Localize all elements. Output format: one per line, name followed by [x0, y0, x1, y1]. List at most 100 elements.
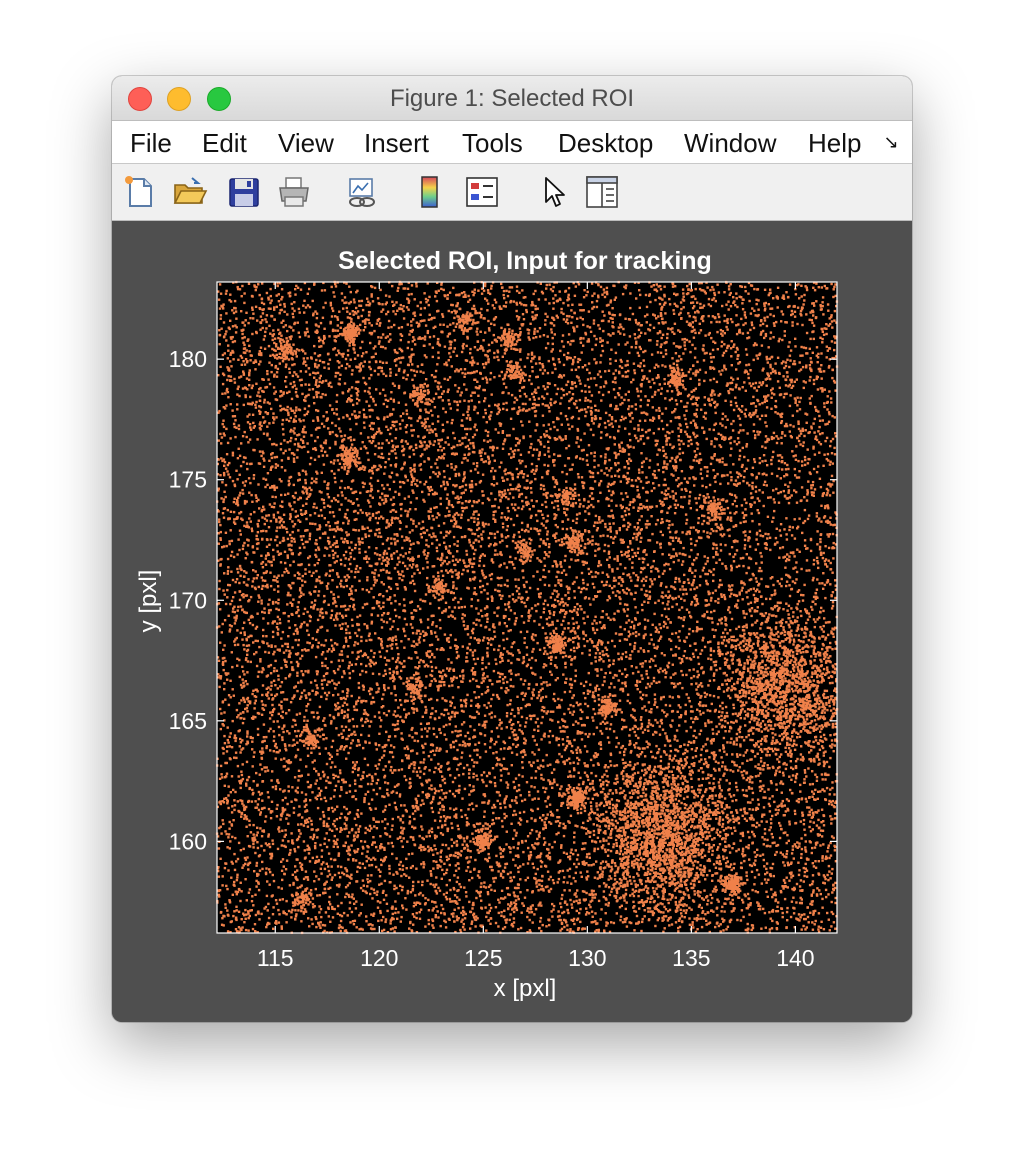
scatter-point	[651, 395, 654, 399]
scatter-point	[583, 560, 586, 564]
scatter-point	[773, 324, 776, 327]
scatter-point	[272, 906, 275, 909]
print-figure-button[interactable]	[276, 174, 312, 210]
scatter-point	[701, 639, 704, 642]
menu-window[interactable]: Window	[684, 128, 777, 158]
scatter-point	[294, 909, 297, 912]
scatter-point	[544, 543, 548, 546]
scatter-point	[401, 864, 405, 868]
scatter-point	[667, 327, 670, 330]
scatter-point	[611, 639, 614, 643]
scatter-point	[322, 502, 326, 505]
scatter-point	[678, 903, 681, 906]
scatter-point	[733, 343, 736, 346]
close-window-button[interactable]	[128, 87, 152, 111]
scatter-point	[804, 346, 808, 350]
scatter-point	[491, 454, 494, 457]
scatter-point	[561, 893, 564, 897]
scatter-point	[566, 351, 570, 355]
menu-desktop[interactable]: Desktop	[558, 128, 654, 158]
link-plot-button[interactable]	[344, 174, 380, 210]
scatter-point	[420, 735, 424, 738]
scatter-point	[388, 803, 391, 806]
menu-edit[interactable]: Edit	[202, 128, 247, 158]
scatter-point	[833, 341, 837, 344]
scatter-point	[275, 922, 278, 925]
scatter-point	[354, 663, 358, 666]
scatter-point	[688, 477, 691, 480]
scatter-point	[308, 591, 311, 594]
scatter-point	[347, 533, 350, 536]
scatter-point	[243, 336, 246, 339]
menu-help[interactable]: Help	[808, 128, 862, 158]
scatter-point	[679, 588, 682, 591]
scatter-point	[450, 822, 453, 825]
scatter-point	[771, 841, 774, 845]
scatter-point	[582, 337, 585, 340]
scatter-point	[273, 588, 276, 591]
scatter-point	[611, 380, 615, 384]
scatter-point	[314, 363, 317, 366]
scatter-point	[348, 676, 352, 680]
scatter-point	[625, 621, 628, 624]
scatter-point	[519, 751, 523, 754]
scatter-point	[342, 416, 345, 419]
title-bar[interactable]: Figure 1: Selected ROI	[112, 76, 912, 121]
open-file-button[interactable]	[172, 174, 208, 210]
menu-tools[interactable]: Tools	[462, 128, 523, 158]
scatter-point	[386, 645, 389, 648]
scatter-point	[567, 775, 570, 778]
scatter-point	[829, 709, 833, 712]
menu-view[interactable]: View	[278, 128, 334, 158]
scatter-plot[interactable]: Selected ROI, Input for tracking 115 120 1…	[112, 221, 912, 1022]
new-figure-button[interactable]	[122, 174, 158, 210]
scatter-point	[634, 617, 637, 620]
scatter-point	[223, 734, 226, 738]
scatter-point	[756, 497, 759, 500]
scatter-point	[607, 878, 610, 881]
menu-file[interactable]: File	[130, 128, 172, 158]
scatter-point	[539, 859, 543, 863]
scatter-point	[769, 365, 772, 369]
scatter-point	[383, 749, 386, 753]
save-figure-button[interactable]	[226, 174, 262, 210]
scatter-point	[439, 671, 443, 674]
scatter-point	[592, 889, 595, 893]
scatter-point	[289, 439, 292, 443]
scatter-point	[535, 465, 538, 468]
menu-insert[interactable]: Insert	[364, 128, 430, 158]
scatter-point	[382, 915, 385, 919]
insert-colorbar-button[interactable]	[412, 174, 448, 210]
zoom-window-button[interactable]	[207, 87, 231, 111]
scatter-point	[245, 551, 248, 554]
scatter-point	[336, 749, 339, 752]
edit-plot-button[interactable]	[536, 174, 572, 210]
scatter-point	[284, 493, 287, 496]
insert-legend-button[interactable]	[464, 174, 500, 210]
scatter-point	[441, 423, 444, 426]
scatter-point	[263, 401, 266, 404]
scatter-point	[407, 299, 411, 302]
scatter-point	[636, 485, 639, 488]
scatter-point	[293, 523, 297, 526]
scatter-point	[367, 501, 371, 504]
window-title: Figure 1: Selected ROI	[389, 85, 635, 112]
show-plot-tools-button[interactable]	[584, 174, 620, 210]
scatter-point	[785, 910, 789, 914]
scatter-point	[699, 329, 703, 332]
scatter-point	[316, 711, 319, 714]
scatter-point	[348, 388, 351, 391]
scatter-point	[435, 434, 438, 437]
scatter-point	[222, 516, 226, 519]
scatter-point	[329, 903, 332, 906]
scatter-point	[559, 412, 563, 415]
scatter-point	[336, 753, 339, 756]
scatter-point	[697, 662, 701, 666]
double-chevron-right-icon[interactable]: ↘	[883, 132, 899, 152]
scatter-point	[695, 459, 698, 463]
scatter-point	[567, 622, 570, 625]
scatter-point	[565, 744, 569, 748]
scatter-point	[544, 312, 547, 316]
scatter-point	[576, 889, 579, 892]
minimize-window-button[interactable]	[167, 87, 191, 111]
